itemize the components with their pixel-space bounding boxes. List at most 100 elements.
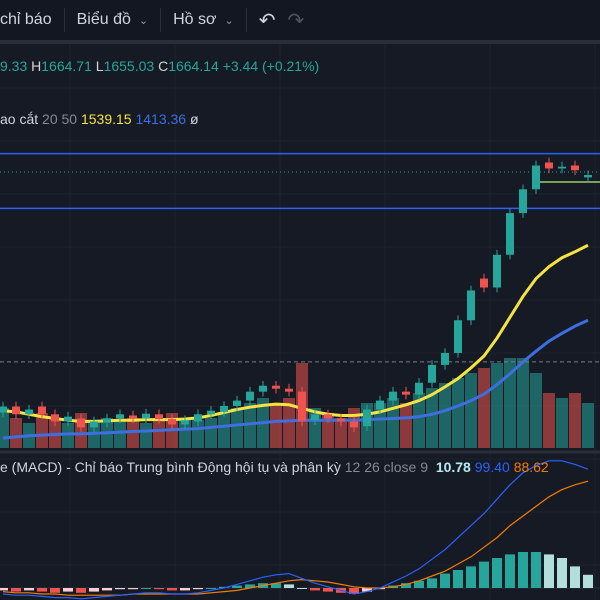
volume-bar bbox=[530, 373, 542, 448]
profile-menu-button[interactable]: Hồ sơ ⌄ bbox=[173, 11, 234, 28]
macd-histogram-bar bbox=[284, 584, 294, 588]
indicators-button[interactable]: chỉ báo bbox=[0, 11, 52, 28]
volume-bar bbox=[244, 403, 256, 448]
candle-body bbox=[324, 414, 332, 419]
undo-button[interactable]: ↶ bbox=[247, 0, 288, 40]
macd-histogram-bar bbox=[245, 584, 255, 588]
volume-bar bbox=[465, 373, 477, 448]
volume-bar bbox=[140, 423, 152, 448]
macd-histogram-bar bbox=[193, 588, 203, 590]
candle-body bbox=[181, 420, 189, 425]
candle-body bbox=[415, 382, 423, 395]
volume-bar bbox=[179, 418, 191, 448]
candle-body bbox=[480, 278, 488, 288]
volume-bar bbox=[556, 398, 568, 448]
candle-body bbox=[0, 406, 7, 413]
macd-histogram-bar bbox=[102, 588, 112, 591]
candle-body bbox=[142, 413, 150, 419]
candle-body bbox=[493, 254, 501, 288]
macd-histogram-bar bbox=[505, 554, 515, 588]
candle-body bbox=[428, 364, 436, 383]
volume-bar bbox=[88, 423, 100, 448]
candle-body bbox=[77, 418, 85, 428]
candle-body bbox=[12, 406, 20, 415]
candle-body bbox=[506, 213, 514, 255]
macd-histogram-bar bbox=[310, 588, 320, 591]
candle-body bbox=[259, 385, 267, 392]
macd-histogram-bar bbox=[583, 574, 593, 588]
volume-bar bbox=[426, 388, 438, 448]
macd-histogram-bar bbox=[362, 588, 372, 592]
volume-bar bbox=[413, 393, 425, 448]
candle-body bbox=[272, 385, 280, 389]
volume-bar bbox=[62, 423, 74, 448]
ma20-line bbox=[2, 243, 589, 423]
redo-icon: ↷ bbox=[287, 9, 305, 32]
macd-histogram-bar bbox=[37, 588, 47, 592]
candle-body bbox=[454, 320, 462, 353]
macd-histogram-bar bbox=[154, 588, 164, 590]
macd-histogram-bar bbox=[0, 588, 8, 591]
candle-body bbox=[168, 419, 176, 425]
volume-bar bbox=[114, 420, 126, 448]
macd-histogram-bar bbox=[427, 578, 437, 588]
candle-body bbox=[402, 391, 410, 395]
macd-histogram-bar bbox=[11, 588, 21, 592]
candle-body bbox=[285, 388, 293, 392]
volume-bar bbox=[335, 418, 347, 448]
macd-histogram-bar bbox=[63, 588, 73, 592]
macd-histogram-bar bbox=[453, 570, 463, 588]
volume-bar bbox=[452, 378, 464, 448]
macd-histogram-bar bbox=[570, 566, 580, 588]
macd-histogram-bar bbox=[141, 588, 151, 589]
macd-histogram-bar bbox=[115, 588, 125, 590]
candle-body bbox=[558, 166, 566, 169]
macd-histogram-bar bbox=[492, 558, 502, 588]
volume-bar bbox=[283, 398, 295, 448]
macd-histogram-bar bbox=[232, 585, 242, 588]
macd-histogram-bar bbox=[76, 588, 86, 593]
chart-menu-button[interactable]: Biểu đồ ⌄ bbox=[76, 11, 149, 28]
volume-bar bbox=[504, 358, 516, 448]
macd-histogram-bar bbox=[531, 552, 541, 588]
macd-histogram-bar bbox=[271, 583, 281, 588]
candle-body bbox=[311, 414, 319, 421]
candle-body bbox=[129, 415, 137, 419]
volume-bar bbox=[270, 403, 282, 448]
toolbar-separator bbox=[0, 40, 600, 44]
macd-histogram-bar bbox=[206, 588, 216, 589]
divider bbox=[160, 8, 162, 32]
toolbar: chỉ báo Biểu đồ ⌄ Hồ sơ ⌄ ↶ ↷ bbox=[0, 0, 600, 40]
volume-bar bbox=[478, 368, 490, 448]
macd-histogram-bar bbox=[24, 588, 34, 591]
macd-line bbox=[2, 460, 589, 600]
macd-histogram-bar bbox=[167, 588, 177, 591]
redo-button[interactable]: ↷ bbox=[287, 0, 304, 40]
macd-histogram-bar bbox=[89, 588, 99, 592]
macd-histogram-bar bbox=[518, 552, 528, 588]
volume-bar bbox=[0, 408, 9, 448]
volume-bar bbox=[439, 383, 451, 448]
macd-legend[interactable]: e (MACD) - Chỉ báo Trung bình Động hội t… bbox=[0, 459, 549, 475]
volume-bar bbox=[517, 358, 529, 448]
volume-bar bbox=[231, 408, 243, 448]
volume-bar bbox=[322, 413, 334, 448]
macd-histogram-bar bbox=[557, 558, 567, 588]
ohlc-legend: 9.33 H1664.71 L1655.03 C1664.14 +3.44 (+… bbox=[0, 58, 320, 74]
volume-bar bbox=[569, 393, 581, 448]
macd-histogram-bar bbox=[297, 588, 307, 589]
candle-body bbox=[532, 165, 540, 190]
volume-bar bbox=[10, 418, 22, 448]
candle-body bbox=[545, 162, 553, 169]
candle-body bbox=[298, 391, 306, 422]
volume-bar bbox=[387, 398, 399, 448]
undo-icon: ↶ bbox=[258, 9, 276, 32]
volume-bar bbox=[400, 403, 412, 448]
macd-histogram-bar bbox=[401, 583, 411, 588]
divider bbox=[63, 8, 65, 32]
macd-histogram-bar bbox=[466, 566, 476, 588]
ma-legend[interactable]: ao cắt 20 50 1539.15 1413.36 ø bbox=[0, 111, 199, 127]
candle-body bbox=[51, 414, 59, 422]
macd-histogram-bar bbox=[544, 554, 554, 588]
